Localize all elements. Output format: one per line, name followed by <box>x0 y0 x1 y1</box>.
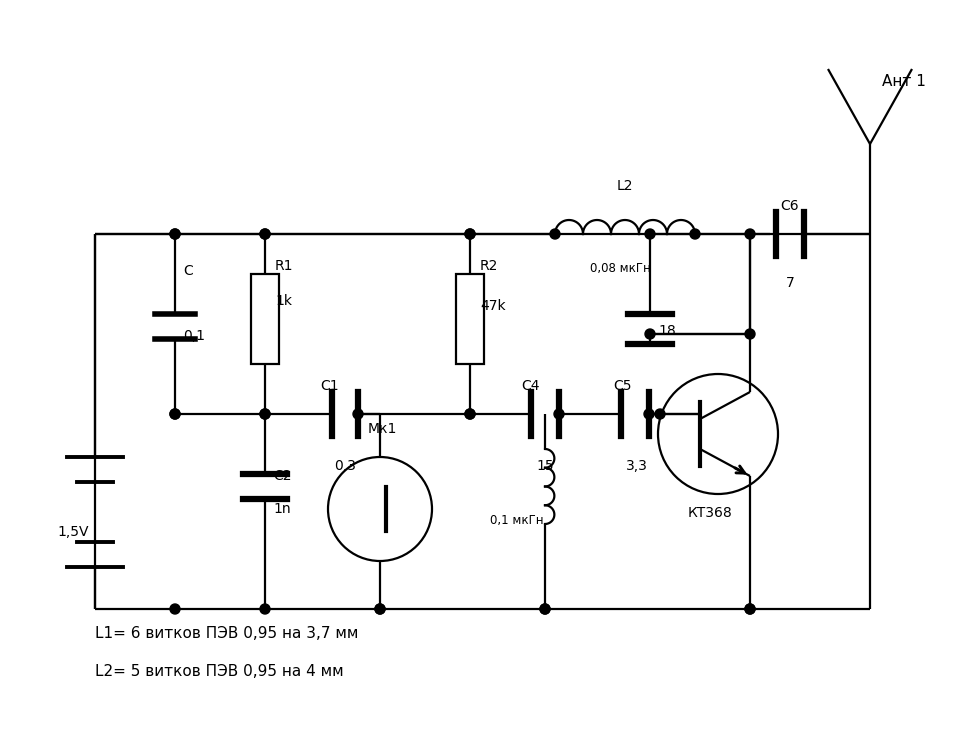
Circle shape <box>540 604 550 614</box>
Text: C4: C4 <box>522 379 541 393</box>
Circle shape <box>540 604 550 614</box>
Circle shape <box>260 604 270 614</box>
Circle shape <box>375 604 385 614</box>
Circle shape <box>645 329 655 339</box>
Circle shape <box>550 229 560 239</box>
Text: 15: 15 <box>536 459 553 473</box>
Circle shape <box>465 409 475 419</box>
Circle shape <box>353 409 363 419</box>
Text: КТ368: КТ368 <box>688 506 733 520</box>
Circle shape <box>260 409 270 419</box>
Circle shape <box>465 229 475 239</box>
Circle shape <box>170 409 180 419</box>
Text: 1k: 1k <box>275 294 292 308</box>
Text: Ант 1: Ант 1 <box>882 74 926 89</box>
Circle shape <box>260 229 270 239</box>
Text: 7: 7 <box>786 276 794 290</box>
Text: 1,5V: 1,5V <box>57 525 89 539</box>
Text: 0,1 мкГн: 0,1 мкГн <box>490 514 544 527</box>
Text: L2: L2 <box>617 179 633 193</box>
Circle shape <box>170 409 180 419</box>
Circle shape <box>170 229 180 239</box>
Circle shape <box>375 604 385 614</box>
Circle shape <box>745 229 755 239</box>
Text: C5: C5 <box>614 379 632 393</box>
Text: R2: R2 <box>480 259 499 273</box>
Circle shape <box>690 229 700 239</box>
Text: C2: C2 <box>273 469 292 483</box>
Text: 47k: 47k <box>480 299 506 313</box>
Circle shape <box>644 409 654 419</box>
Text: C6: C6 <box>781 199 799 213</box>
Circle shape <box>465 229 475 239</box>
Text: 0,08 мкГн: 0,08 мкГн <box>590 262 650 275</box>
Circle shape <box>170 229 180 239</box>
Circle shape <box>655 409 665 419</box>
Circle shape <box>465 409 475 419</box>
Text: R1: R1 <box>275 259 294 273</box>
Text: 18: 18 <box>658 324 675 338</box>
Text: 1n: 1n <box>273 502 291 516</box>
Text: Мк1: Мк1 <box>368 422 397 436</box>
Text: 0,1: 0,1 <box>183 329 205 343</box>
Text: 0,3: 0,3 <box>334 459 356 473</box>
Circle shape <box>260 409 270 419</box>
Bar <box>456 274 484 364</box>
Circle shape <box>745 329 755 339</box>
Text: C1: C1 <box>321 379 340 393</box>
Circle shape <box>745 604 755 614</box>
Circle shape <box>170 604 180 614</box>
Bar <box>251 274 279 364</box>
Text: L1= 6 витков ПЭВ 0,95 на 3,7 мм: L1= 6 витков ПЭВ 0,95 на 3,7 мм <box>95 626 358 641</box>
Circle shape <box>260 229 270 239</box>
Circle shape <box>645 229 655 239</box>
Circle shape <box>745 604 755 614</box>
Text: C: C <box>183 264 192 278</box>
Text: 3,3: 3,3 <box>626 459 648 473</box>
Circle shape <box>554 409 564 419</box>
Text: L2= 5 витков ПЭВ 0,95 на 4 мм: L2= 5 витков ПЭВ 0,95 на 4 мм <box>95 664 344 679</box>
